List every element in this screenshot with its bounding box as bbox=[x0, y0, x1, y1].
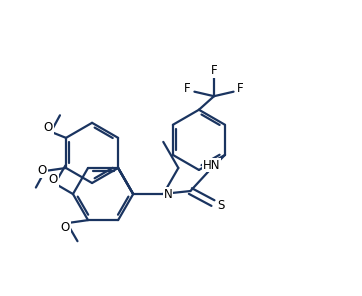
Text: F: F bbox=[237, 82, 244, 95]
Text: HN: HN bbox=[202, 159, 220, 172]
Text: F: F bbox=[211, 64, 217, 77]
Text: N: N bbox=[164, 188, 172, 201]
Text: O: O bbox=[60, 221, 70, 234]
Text: S: S bbox=[217, 200, 224, 213]
Text: O: O bbox=[37, 165, 47, 178]
Text: F: F bbox=[184, 82, 191, 95]
Text: O: O bbox=[49, 173, 58, 186]
Text: O: O bbox=[43, 121, 53, 134]
